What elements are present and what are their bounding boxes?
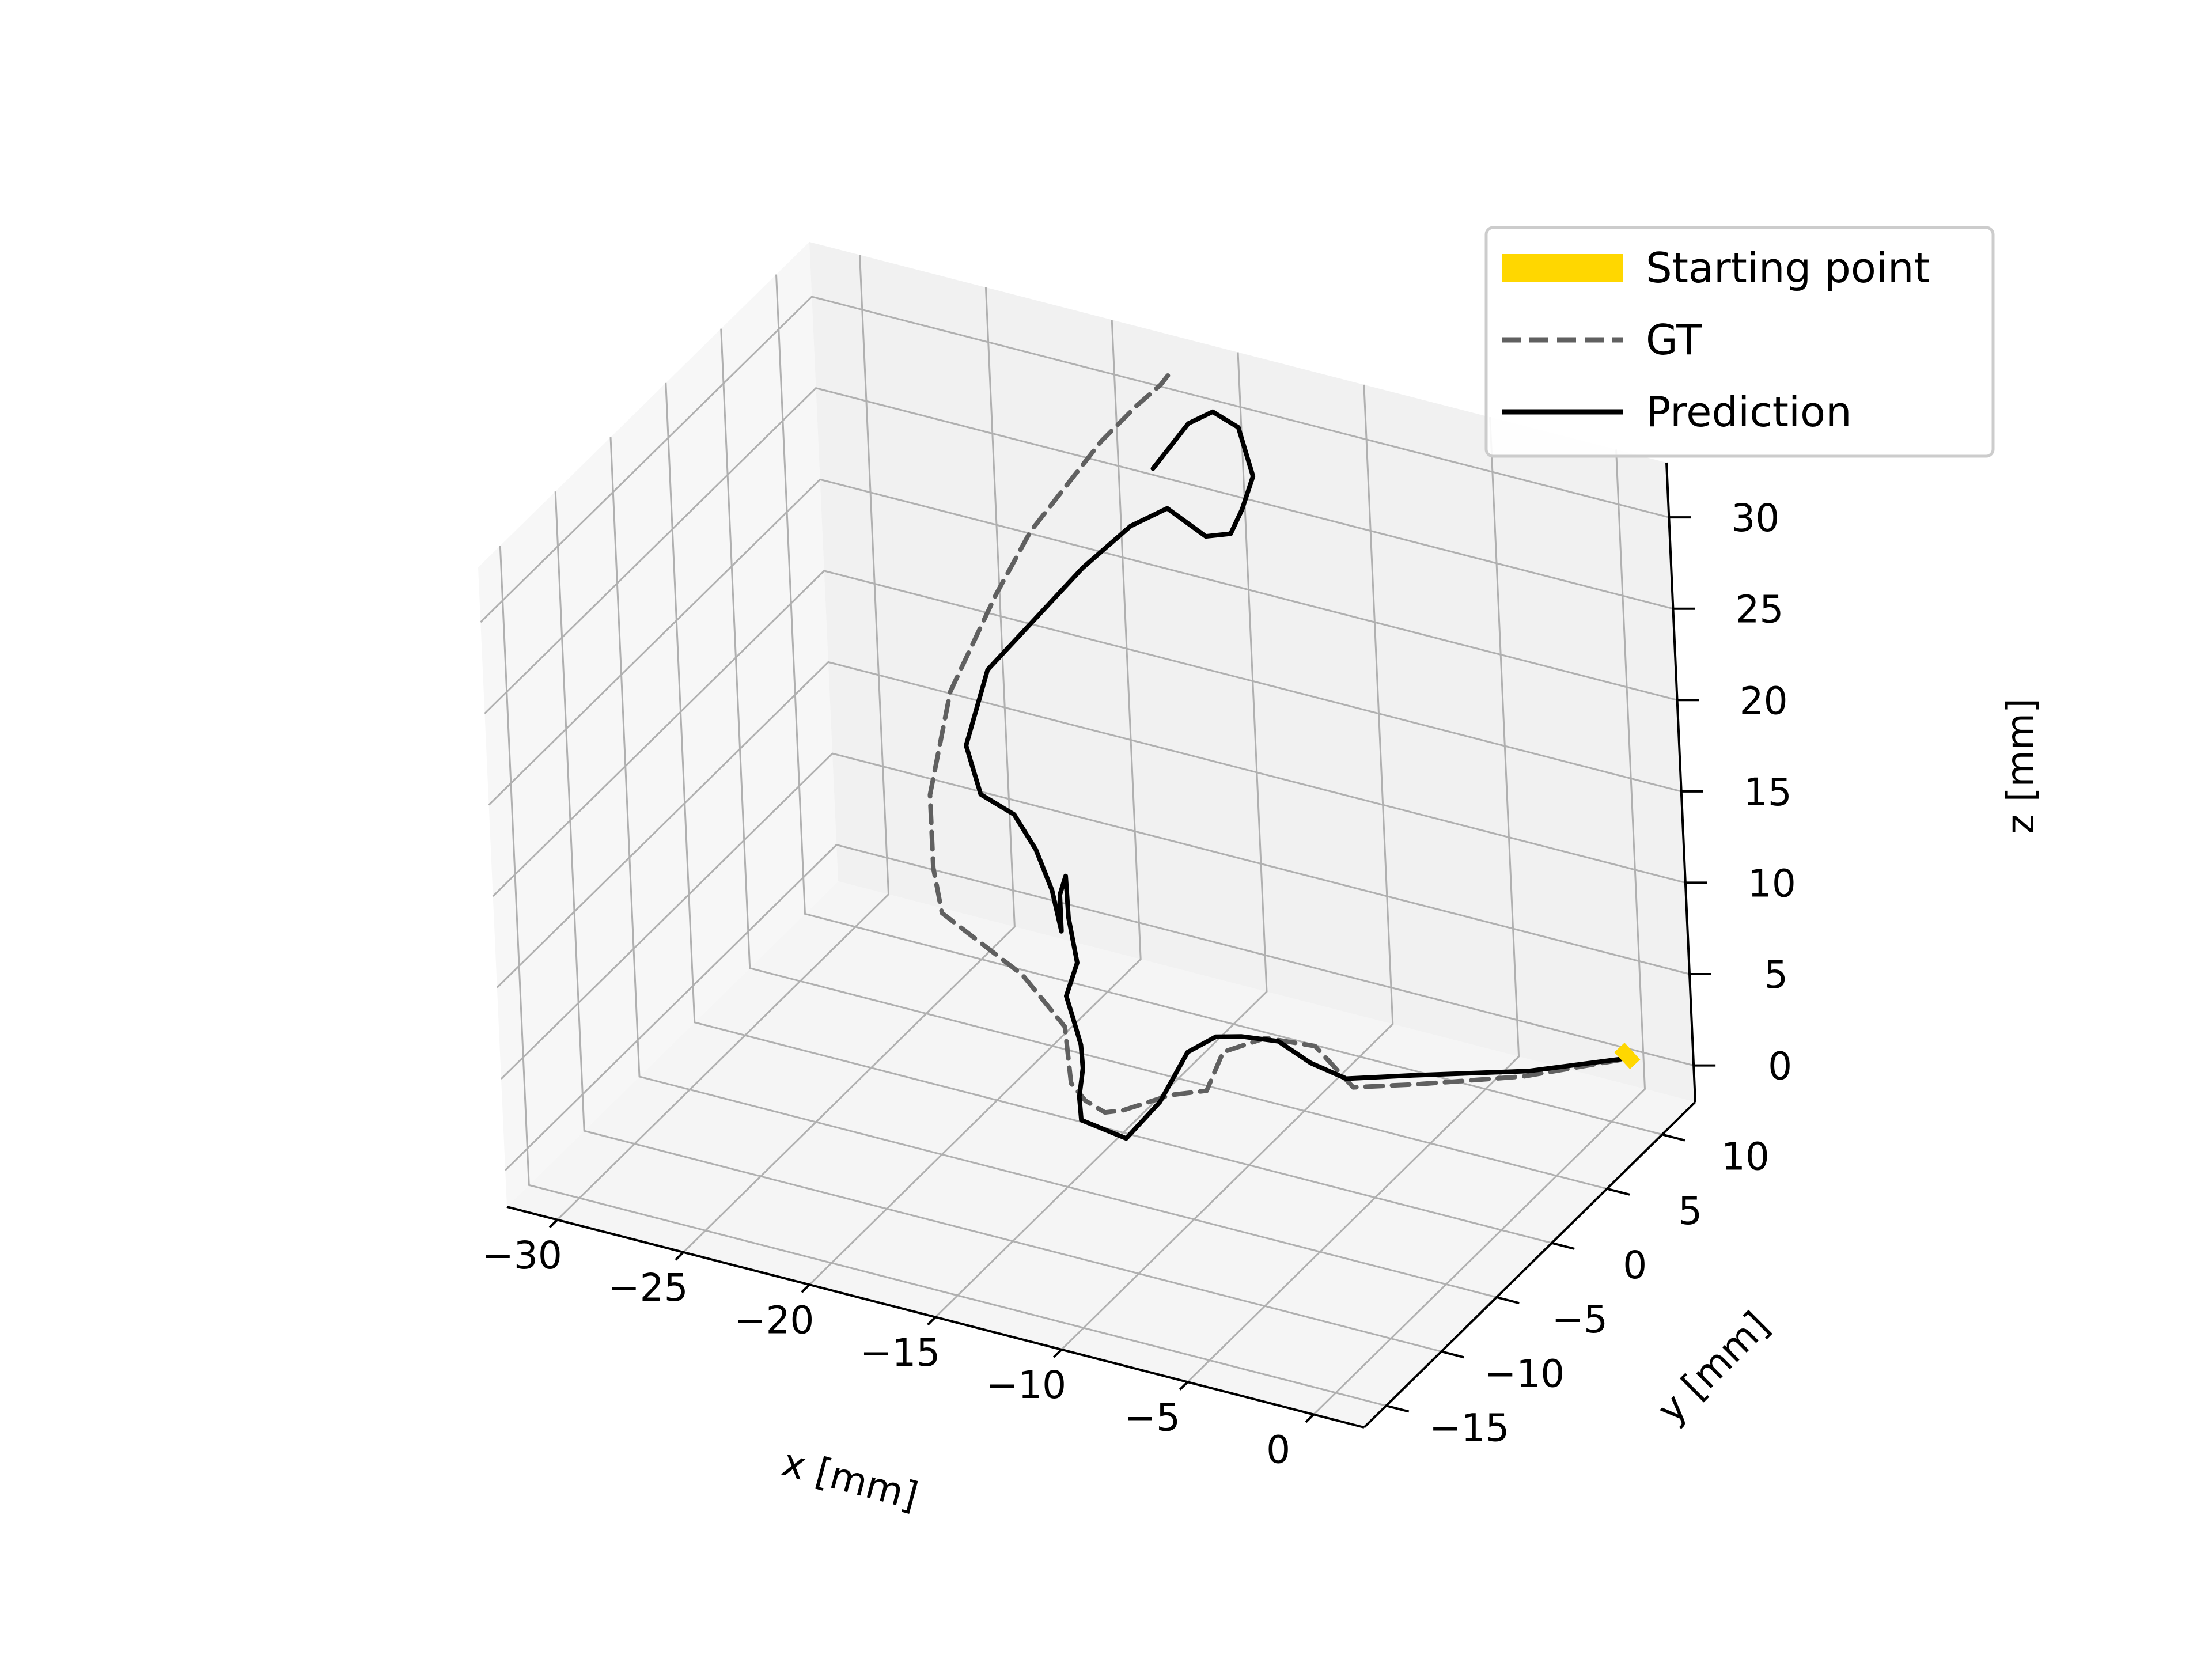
x-tick-label: 0 (1266, 1428, 1290, 1472)
x-tick-mark (548, 1219, 558, 1229)
y-axis-line (1363, 1101, 1696, 1429)
y-tick-label: −10 (1484, 1351, 1565, 1396)
x-tick-label: −30 (482, 1233, 562, 1278)
y-axis-label: y [mm] (1649, 1303, 1778, 1432)
y-tick-label: −15 (1429, 1406, 1509, 1450)
x-grid-line (934, 352, 1268, 1318)
y-grid-line (775, 274, 1662, 1135)
x-axis-label: x [mm] (778, 1440, 923, 1519)
x-grid-line (1060, 384, 1394, 1350)
x-tick-mark (1053, 1349, 1063, 1358)
y-tick-label: 5 (1678, 1189, 1702, 1233)
series-starting-point-line (1614, 1043, 1641, 1070)
z-axis-line (1665, 462, 1696, 1103)
legend-label-prediction: Prediction (1646, 388, 1852, 436)
y-tick-mark (1551, 1241, 1575, 1250)
axes-ticks: −30−25−20−15−10−50 −15−10−505100510152025… (482, 496, 1796, 1472)
z-tick-label: 5 (1764, 953, 1788, 997)
x-tick-label: −10 (986, 1363, 1066, 1407)
y-grid-line (499, 546, 1387, 1407)
z-tick-label: 25 (1735, 588, 1783, 632)
x-grid-line (1187, 417, 1520, 1383)
left-pane (478, 242, 838, 1207)
x-tick-mark (1305, 1414, 1315, 1423)
x-tick-mark (675, 1251, 684, 1261)
z-tick-label: 0 (1768, 1044, 1792, 1089)
z-grid-line (484, 387, 1673, 714)
y-tick-label: 0 (1623, 1243, 1647, 1287)
z-tick-label: 15 (1744, 770, 1792, 815)
series-prediction-line (964, 409, 1631, 1141)
y-tick-mark (1607, 1187, 1630, 1196)
y-tick-mark (1496, 1296, 1520, 1305)
z-axis-label: z [mm] (1998, 698, 2043, 834)
x-tick-mark (801, 1283, 810, 1293)
z-tick-label: 30 (1731, 496, 1779, 540)
axes-grid (480, 255, 1694, 1415)
x-tick-label: −20 (734, 1298, 814, 1342)
z-tick-label: 20 (1740, 679, 1788, 723)
y-tick-label: −5 (1552, 1297, 1608, 1342)
x-tick-label: −25 (608, 1266, 688, 1310)
x-grid-line (556, 255, 890, 1221)
y-grid-line (665, 382, 1552, 1244)
y-tick-label: 10 (1721, 1135, 1770, 1179)
legend-frame (1484, 226, 1995, 458)
z-grid-line (480, 296, 1669, 623)
y-tick-mark (1441, 1350, 1465, 1359)
legend: Starting point GT Prediction (1484, 226, 1995, 458)
z-grid-line (496, 661, 1686, 988)
z-grid-line (492, 570, 1682, 897)
z-tick-label: 10 (1748, 861, 1796, 906)
x-tick-mark (1179, 1381, 1189, 1391)
z-grid-line (505, 843, 1694, 1171)
y-grid-line (609, 437, 1497, 1298)
y-grid-line (720, 328, 1608, 1190)
legend-label-starting-point: Starting point (1646, 244, 1930, 292)
y-tick-mark (1662, 1133, 1685, 1142)
z-grid-line (500, 752, 1690, 1080)
legend-label-gt: GT (1646, 316, 1702, 364)
x-tick-label: −5 (1124, 1395, 1180, 1440)
x-tick-label: −15 (860, 1331, 940, 1375)
axes-panes (478, 242, 1695, 1427)
y-tick-mark (1385, 1404, 1410, 1413)
x-grid-line (1313, 449, 1646, 1415)
y-grid-line (554, 491, 1442, 1353)
x-grid-line (683, 287, 1016, 1253)
series-layer (927, 367, 1641, 1141)
x-tick-mark (927, 1316, 937, 1326)
z-grid-line (488, 478, 1677, 806)
